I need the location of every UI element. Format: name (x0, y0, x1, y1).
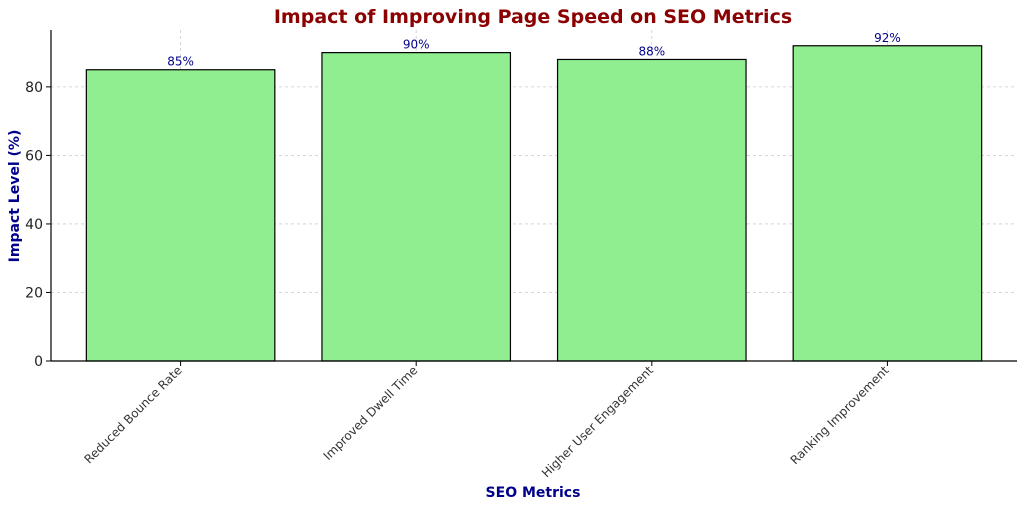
bar (792, 45, 983, 362)
x-axis-ticks: Reduced Bounce Rate Improved Dwell Time Hi… (82, 361, 892, 480)
x-tick-label: Ranking Improvement (788, 363, 892, 467)
y-axis-ticks: 0 20 40 60 80 (25, 80, 51, 370)
y-tick-label: 0 (34, 354, 43, 370)
bar-value-labels: 85% 90% 88% 92% (167, 31, 901, 69)
bar (321, 52, 512, 362)
axes (50, 30, 1017, 362)
bars (85, 45, 983, 362)
y-tick-label: 20 (25, 285, 43, 301)
y-tick-label: 80 (25, 80, 43, 96)
y-axis-label: Impact Level (%) (7, 130, 23, 263)
bar-value-label: 88% (638, 44, 665, 58)
y-tick-label: 40 (25, 217, 43, 233)
x-tick-label: Improved Dwell Time (321, 363, 421, 463)
bar (556, 58, 747, 362)
chart-title: Impact of Improving Page Speed on SEO Me… (274, 6, 792, 28)
x-axis-label: SEO Metrics (486, 485, 581, 501)
x-tick-label: Reduced Bounce Rate (82, 363, 185, 466)
y-tick-label: 60 (25, 148, 43, 164)
bar-value-label: 85% (167, 55, 194, 69)
bar (85, 69, 276, 362)
bar-value-label: 92% (874, 31, 901, 45)
bar-value-label: 90% (403, 38, 430, 52)
x-tick-label: Higher User Engagement (539, 363, 656, 480)
